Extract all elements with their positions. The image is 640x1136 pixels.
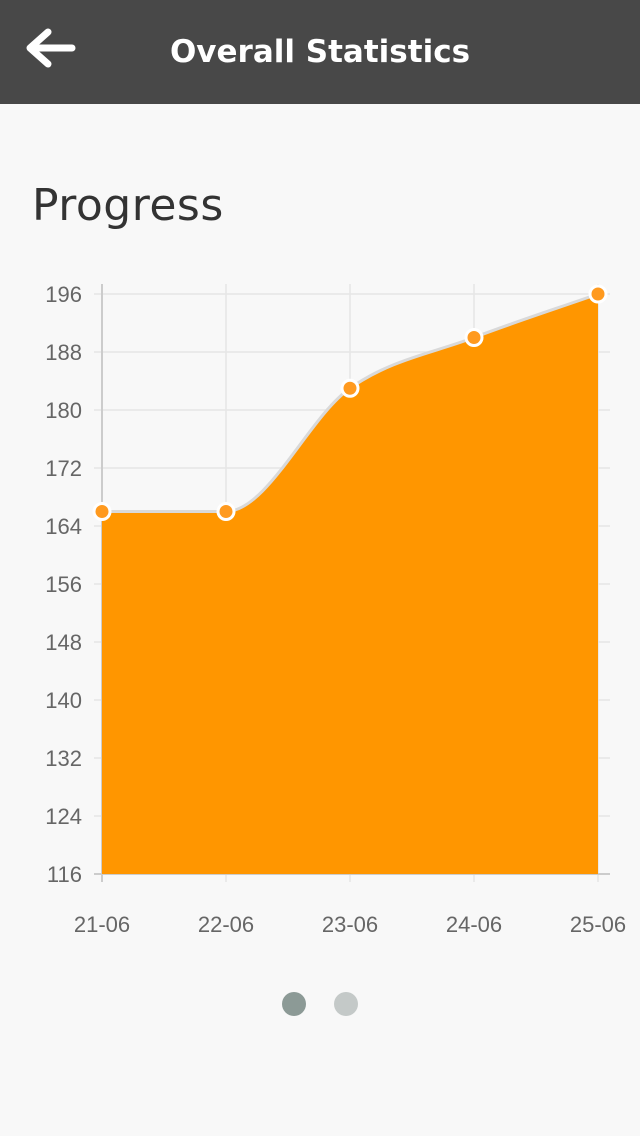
y-tick-label: 164 [45,514,82,539]
data-point[interactable] [340,378,360,398]
y-tick-label: 156 [45,572,82,597]
x-tick-label: 22-06 [198,912,254,937]
page-indicator [0,992,640,1016]
x-tick-label: 23-06 [322,912,378,937]
arrow-left-icon[interactable] [20,24,80,74]
x-tick-label: 25-06 [570,912,626,937]
page-dot-active[interactable] [282,992,306,1016]
x-tick-label: 24-06 [446,912,502,937]
section-title: Progress [32,180,224,231]
y-tick-label: 124 [45,804,82,829]
y-tick-label: 188 [45,340,82,365]
data-point[interactable] [92,502,112,521]
x-tick-label: 21-06 [74,912,130,937]
data-point[interactable] [588,284,608,304]
y-tick-label: 180 [45,398,82,423]
area-fill [102,294,598,874]
y-tick-label: 132 [45,746,82,771]
y-tick-label: 172 [45,456,82,481]
top-app-bar: Overall Statistics [0,0,640,104]
y-tick-label: 196 [45,282,82,307]
y-tick-label: 148 [45,630,82,655]
page-title: Overall Statistics [169,34,471,70]
page-dot[interactable] [334,992,358,1016]
data-point[interactable] [216,502,236,521]
data-point[interactable] [464,328,484,347]
y-tick-label: 140 [45,688,82,713]
y-tick-label: 116 [47,862,82,887]
